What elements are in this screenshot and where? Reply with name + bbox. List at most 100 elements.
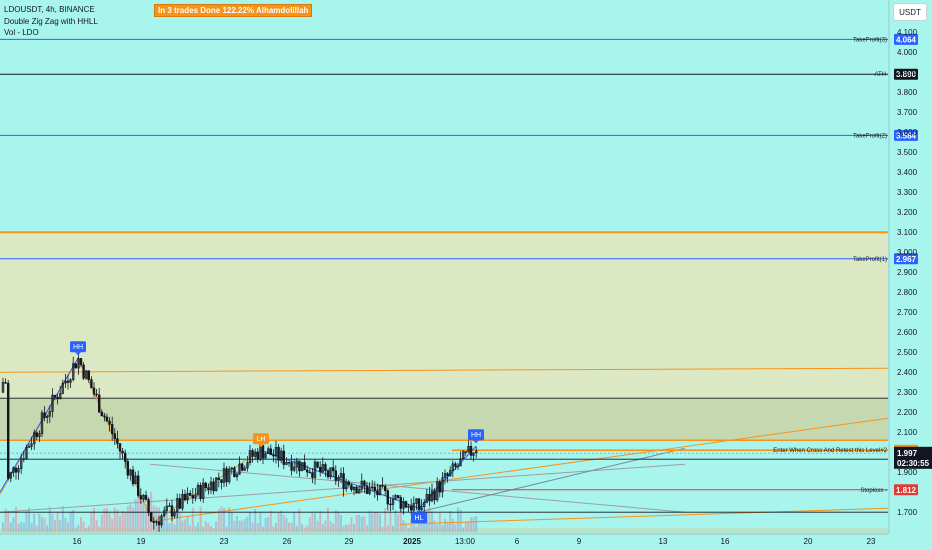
candle-body — [248, 450, 252, 463]
y-tick-label: 3.000 — [897, 248, 918, 257]
level-price-text: 4.064 — [896, 35, 917, 44]
candle-body — [246, 462, 249, 469]
candle-body — [64, 380, 67, 384]
volume-bar — [277, 512, 280, 532]
volume-bar — [142, 498, 145, 532]
volume-bar — [347, 524, 350, 532]
swing-markers: HH LH HL HH — [70, 341, 484, 524]
result-banner: In 3 trades Done 122.22% Alhamdolillah — [154, 4, 313, 17]
volume-bar — [415, 526, 418, 532]
candle-body — [443, 473, 447, 479]
volume-bar — [9, 522, 12, 532]
candle-body — [313, 461, 317, 478]
volume-bar — [269, 510, 272, 532]
candle-body — [295, 460, 298, 468]
candle-body — [30, 443, 33, 447]
volume-bar — [225, 526, 228, 532]
candle-body — [290, 462, 293, 471]
candle-body — [129, 469, 132, 476]
candle-body — [254, 451, 257, 457]
level-price-tag — [894, 484, 918, 496]
volume-bar — [376, 512, 379, 532]
candle-body — [334, 470, 337, 481]
volume-bar — [254, 508, 257, 532]
candle-body — [105, 416, 109, 422]
marker-label: LH — [257, 436, 266, 443]
candle-body — [111, 424, 114, 435]
volume-bar — [129, 504, 132, 532]
indicator-volume-label[interactable]: Vol - LDO — [4, 28, 39, 37]
marker-pointer — [75, 352, 81, 356]
volume-bar — [345, 524, 348, 532]
candle-body — [220, 479, 223, 483]
candle-body — [282, 450, 285, 465]
candle-body — [469, 446, 473, 456]
volume-bar — [301, 523, 303, 532]
price-axis[interactable]: 4.0643.8903.5842.9672.0101.8121.99702:30… — [888, 0, 932, 550]
volume-bar — [472, 517, 475, 532]
volume-bar — [275, 522, 277, 532]
candle-body — [207, 487, 210, 491]
volume-bar — [350, 517, 353, 532]
level-price-tag — [894, 68, 918, 80]
volume-bar — [98, 526, 101, 532]
volume-bar — [233, 520, 236, 532]
volume-bar — [436, 524, 439, 532]
candle-body — [329, 467, 332, 478]
x-tick-label: 29 — [345, 537, 354, 546]
candle-body — [438, 481, 441, 493]
volume-bar — [262, 526, 264, 532]
candle-body — [38, 433, 41, 437]
volume-bar — [230, 512, 233, 532]
volume-bar — [392, 525, 394, 532]
volume-bar — [116, 509, 119, 532]
x-tick-label: 6 — [515, 537, 520, 546]
volume-bar — [353, 524, 355, 532]
candle-body — [1, 382, 5, 393]
level-name: TakeProfit(1) — [853, 257, 887, 263]
level-price-tag — [894, 129, 918, 141]
candle-body — [412, 503, 415, 511]
candle-body — [461, 451, 465, 460]
volume-bar — [220, 506, 223, 532]
candle-body — [446, 473, 449, 477]
candle-body — [456, 465, 460, 468]
trend-line — [159, 417, 889, 521]
trend-line — [0, 367, 889, 373]
candle-body — [173, 511, 176, 517]
y-tick-label: 3.100 — [897, 228, 918, 237]
candle-body — [287, 462, 291, 464]
candle-body — [48, 411, 52, 417]
candle-body — [98, 394, 101, 413]
candle-body — [121, 450, 124, 454]
candle-body — [100, 411, 104, 417]
x-tick-label: 9 — [577, 537, 582, 546]
trend-line — [149, 463, 686, 513]
volume-bar — [306, 525, 309, 532]
volume-bar — [371, 513, 374, 532]
y-tick-label: 3.400 — [897, 168, 918, 177]
volume-bar — [399, 508, 402, 532]
symbol-title[interactable]: LDOUSDT, 4h, BINANCE — [4, 5, 95, 14]
candle-body — [292, 466, 296, 471]
indicator-zigzag-label[interactable]: Double Zig Zag with HHLL — [4, 17, 98, 26]
volume-bar — [407, 527, 410, 532]
currency-button[interactable]: USDT — [893, 3, 927, 21]
volume-bar — [454, 524, 457, 532]
candle-body — [150, 512, 153, 522]
countdown-text: 02:30:55 — [897, 459, 930, 468]
candle-body — [168, 505, 171, 507]
level-price-text: 3.890 — [896, 70, 917, 79]
candle-body — [191, 495, 194, 499]
volume-bar — [373, 512, 376, 532]
candle-body — [389, 503, 392, 506]
candle-body — [347, 481, 350, 486]
volume-bar — [202, 526, 205, 532]
time-axis[interactable]: 16 19 23 26 29 2025 13:00 6 9 13 16 20 23 — [0, 533, 932, 550]
candle-body — [344, 481, 348, 490]
candle-body — [225, 468, 228, 483]
x-tick-label: 13:00 — [455, 537, 476, 546]
volume-bar — [132, 507, 134, 532]
y-tick-label: 2.800 — [897, 288, 918, 297]
